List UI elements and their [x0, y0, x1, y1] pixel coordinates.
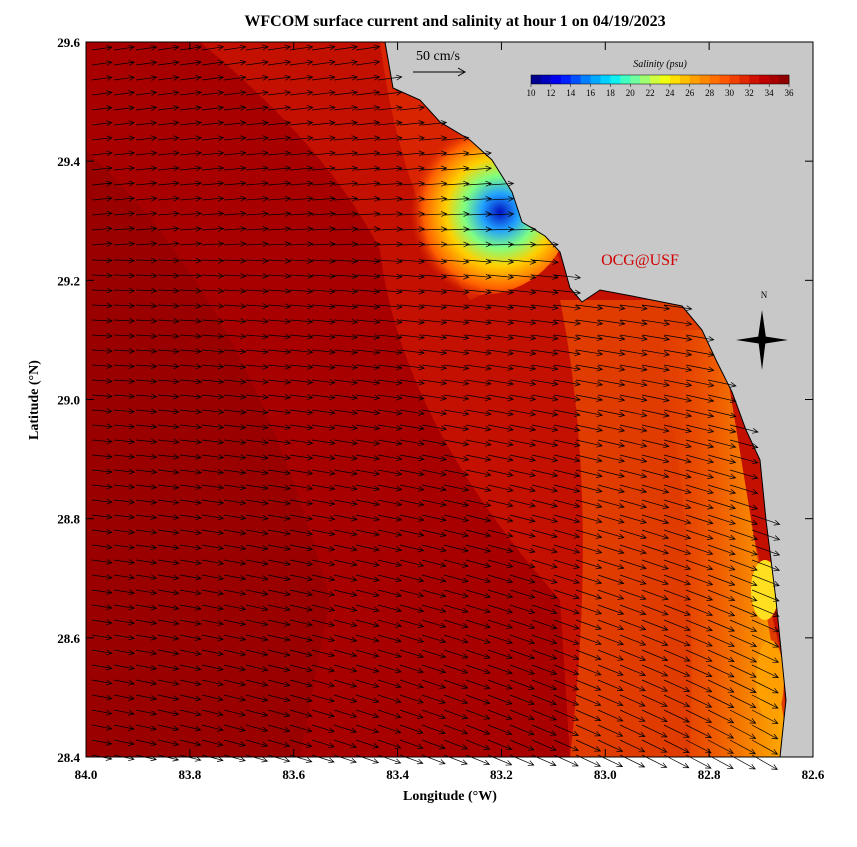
- watermark: OCG@USF: [601, 252, 679, 269]
- colorbar-tick-label: 22: [646, 88, 655, 98]
- colorbar-cell: [679, 75, 691, 84]
- colorbar-tick-label: 26: [685, 88, 695, 98]
- compass-label: N: [761, 290, 768, 300]
- colorbar-cell: [699, 75, 710, 84]
- x-tick-label: 83.8: [178, 767, 201, 782]
- y-tick-label: 29.0: [57, 393, 80, 408]
- colorbar-tick-label: 12: [546, 88, 555, 98]
- x-tick-label: 83.6: [282, 767, 305, 782]
- colorbar-title: Salinity (psu): [633, 59, 687, 70]
- colorbar-tick-label: 30: [725, 88, 735, 98]
- y-axis-label: Latitude (°N): [27, 360, 42, 440]
- colorbar-tick-label: 24: [665, 88, 675, 98]
- colorbar-tick-label: 34: [765, 88, 775, 98]
- colorbar-cell: [640, 75, 651, 84]
- colorbar-cell: [769, 75, 780, 84]
- colorbar-cell: [709, 75, 720, 84]
- colorbar-cell: [650, 75, 661, 84]
- x-tick-label: 82.6: [802, 767, 825, 782]
- colorbar-tick-label: 10: [527, 88, 537, 98]
- vector-arrows: [91, 44, 781, 770]
- colorbar-cell: [759, 75, 770, 84]
- colorbar-cell: [531, 75, 542, 84]
- colorbar-cell: [590, 75, 601, 84]
- colorbar-cell: [749, 75, 760, 84]
- colorbar-tick-label: 14: [566, 88, 576, 98]
- colorbar-cell: [779, 75, 790, 84]
- x-tick-label: 83.0: [594, 767, 617, 782]
- compass: N: [736, 290, 788, 370]
- title: WFCOM surface current and salinity at ho…: [244, 13, 665, 30]
- colorbar-cell: [669, 75, 681, 84]
- colorbar-tick-label: 32: [745, 88, 754, 98]
- colorbar-cell: [550, 75, 562, 84]
- colorbar: 10 12 14 16 18 20 22 24 26 28 30 32 34 36: [527, 74, 795, 98]
- y-tick-label: 29.2: [57, 273, 80, 288]
- colorbar-tick-label: 36: [785, 88, 795, 98]
- colorbar-cell: [580, 75, 591, 84]
- colorbar-cell: [660, 75, 671, 84]
- x-tick-label: 82.8: [698, 767, 721, 782]
- colorbar-cell: [560, 75, 571, 84]
- colorbar-cell: [620, 75, 631, 84]
- colorbar-cell: [739, 75, 750, 84]
- colorbar-cell: [570, 75, 581, 84]
- colorbar-cell: [719, 75, 730, 84]
- y-tick-label: 29.6: [57, 35, 80, 50]
- colorbar-cell: [600, 75, 611, 84]
- y-tick-label: 28.8: [57, 512, 80, 527]
- current-vectors: [91, 44, 781, 770]
- y-tick-label: 28.6: [57, 631, 80, 646]
- colorbar-cell: [729, 75, 740, 84]
- colorbar-cell: [630, 75, 641, 84]
- colorbar-frame: [530, 74, 790, 85]
- scale-label: 50 cm/s: [416, 49, 460, 64]
- axes: 84.0 83.8 83.6 83.4 83.2 83.0 82.8 82.6 28.4 28.6…: [57, 35, 825, 782]
- colorbar-tick-label: 18: [606, 88, 616, 98]
- scale-arrow: [413, 67, 467, 77]
- colorbar-tick-label: 28: [705, 88, 715, 98]
- colorbar-cell: [540, 75, 552, 84]
- colorbar-cell: [689, 75, 700, 84]
- x-tick-label: 83.2: [490, 767, 513, 782]
- x-axis-label: Longitude (°W): [403, 789, 497, 804]
- x-tick-label: 83.4: [386, 767, 409, 782]
- y-tick-label: 28.4: [57, 750, 80, 765]
- colorbar-cell: [610, 75, 621, 84]
- colorbar-tick-label: 20: [626, 88, 636, 98]
- x-tick-label: 84.0: [75, 767, 98, 782]
- y-tick-label: 29.4: [57, 154, 80, 169]
- colorbar-tick-label: 16: [586, 88, 596, 98]
